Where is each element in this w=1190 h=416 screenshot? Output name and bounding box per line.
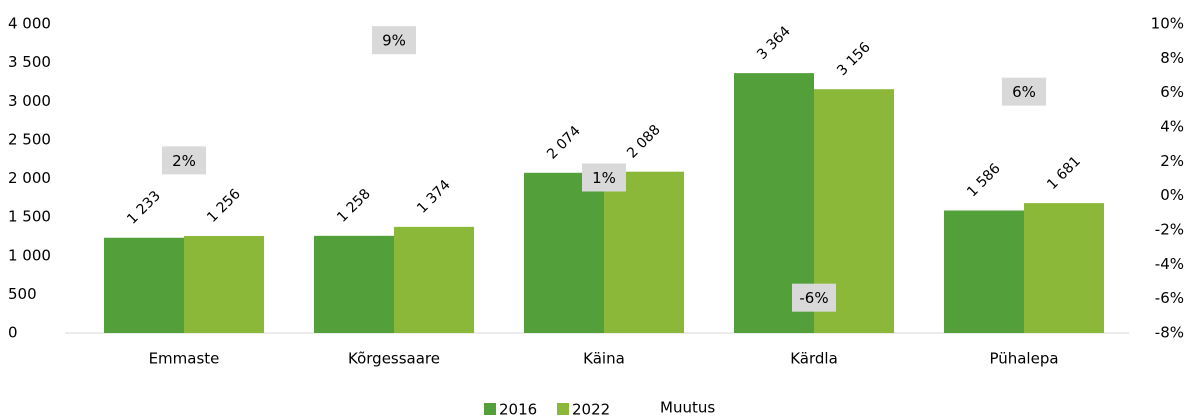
y-tick-label: 2 000 (8, 169, 51, 187)
change-label: 6% (1012, 83, 1036, 101)
y2-tick-label: 6% (1160, 83, 1184, 101)
data-label: 2 074 (544, 123, 584, 163)
y2-tick-label: -2% (1155, 221, 1184, 239)
y-tick-label: 1 500 (8, 208, 51, 226)
y-tick-label: 4 000 (8, 15, 51, 33)
change-label: 9% (382, 32, 406, 50)
legend-swatch (484, 403, 496, 415)
data-label: 1 586 (964, 161, 1004, 201)
data-label: 2 088 (624, 122, 664, 162)
legend-swatch (557, 403, 569, 415)
y-tick-label: 0 (8, 324, 18, 342)
data-label: 3 364 (754, 23, 794, 63)
change-box (162, 146, 206, 175)
bar (184, 235, 264, 333)
y2-tick-label: 2% (1160, 152, 1184, 170)
data-label: 1 374 (414, 177, 454, 217)
legend-label: 2022 (572, 401, 610, 416)
bar (604, 171, 684, 333)
y2-tick-label: -6% (1155, 289, 1184, 307)
y-tick-label: 2 500 (8, 130, 51, 148)
legend-label: 2016 (499, 401, 537, 416)
bar (104, 237, 184, 333)
change-box (792, 283, 836, 312)
data-label: 1 681 (1044, 153, 1084, 193)
y2-tick-label: 0% (1160, 186, 1184, 204)
y2-tick-label: -8% (1155, 324, 1184, 342)
change-box (582, 163, 626, 192)
y-tick-label: 1 000 (8, 246, 51, 264)
bar (1024, 203, 1104, 333)
bar (524, 172, 604, 333)
bar (944, 210, 1024, 333)
bar (314, 235, 394, 333)
y-tick-label: 3 000 (8, 92, 51, 110)
data-label: 1 233 (124, 188, 164, 228)
bar (394, 226, 474, 333)
x-tick-label: Kõrgessaare (348, 350, 440, 368)
y2-tick-label: 10% (1151, 15, 1184, 33)
x-tick-label: Pühalepa (989, 350, 1058, 368)
x-tick-label: Emmaste (149, 350, 220, 368)
data-label: 1 256 (204, 186, 244, 226)
legend-label: Muutus (660, 399, 715, 416)
y-tick-label: 500 (8, 285, 37, 303)
y2-tick-label: 4% (1160, 118, 1184, 136)
data-label: 3 156 (834, 39, 874, 79)
change-box (1002, 77, 1046, 106)
data-label: 1 258 (334, 186, 374, 226)
y2-tick-label: -4% (1155, 255, 1184, 273)
y-tick-label: 3 500 (8, 53, 51, 71)
y2-tick-label: 8% (1160, 49, 1184, 67)
change-label: 2% (172, 152, 196, 170)
x-tick-label: Käina (583, 350, 625, 368)
change-box (372, 26, 416, 55)
x-tick-label: Kärdla (790, 350, 838, 368)
change-label: 1% (592, 169, 616, 187)
change-label: -6% (799, 289, 828, 307)
